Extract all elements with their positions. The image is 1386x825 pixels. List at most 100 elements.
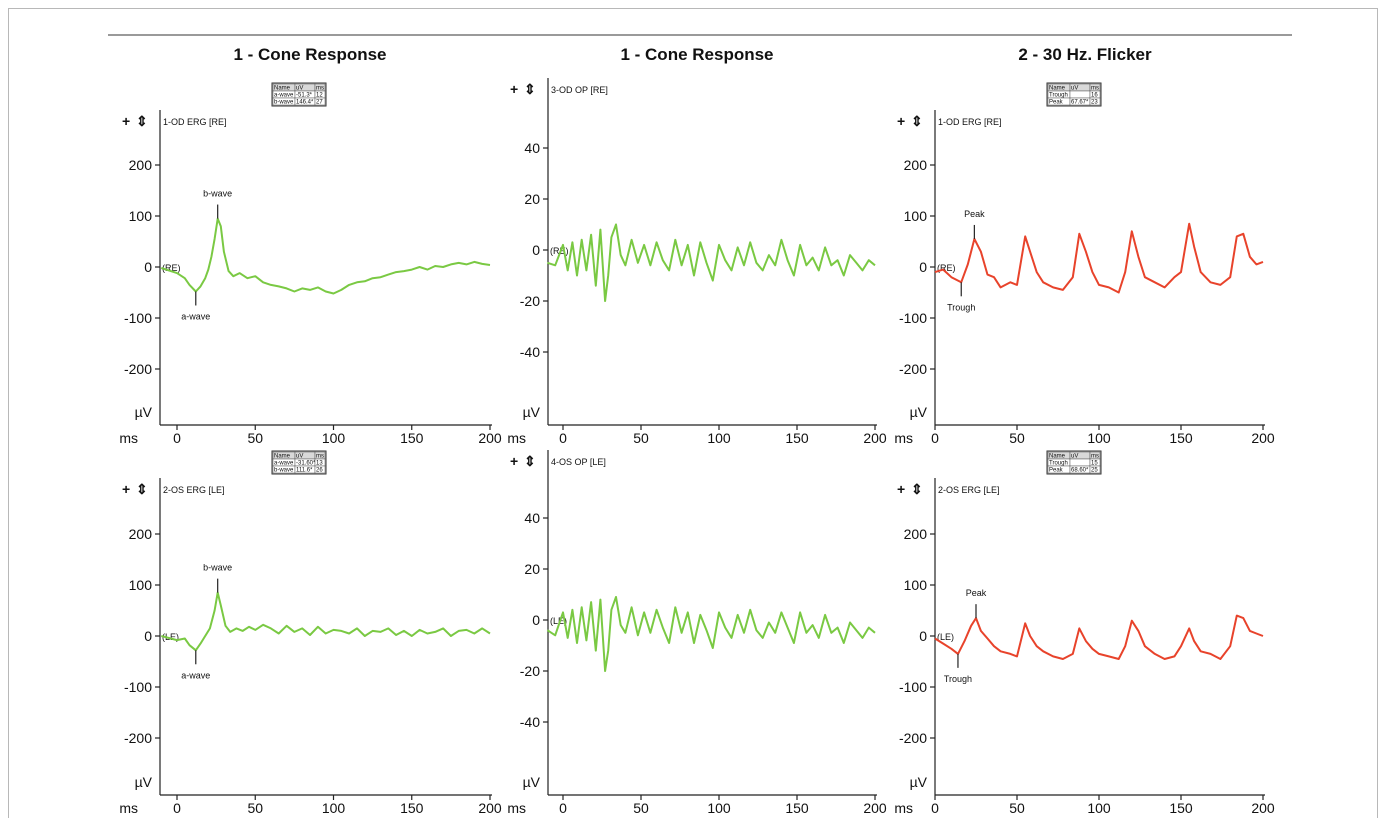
x-tick-label: 150 <box>1169 430 1193 446</box>
result-table: Name uV ms Trough 16 Peak 67.67* 23 <box>1046 82 1102 107</box>
trace-line <box>161 591 491 652</box>
plus-icon[interactable]: + <box>510 453 518 469</box>
x-tick-label: 50 <box>633 800 649 816</box>
y-tick-label: -200 <box>899 730 927 746</box>
y-tick-label: -200 <box>124 730 152 746</box>
eye-label: (RE) <box>937 263 956 273</box>
y-tick-label: 100 <box>129 208 153 224</box>
y-tick-label: 0 <box>144 628 152 644</box>
column-title-2: 1 - Cone Response <box>620 45 773 64</box>
result-table-cell: 146.4* <box>296 100 314 106</box>
result-table-cell: ms <box>316 454 324 460</box>
y-axis-label: µV <box>523 404 541 420</box>
result-table-cell: 23 <box>1091 100 1098 106</box>
x-axis-label: ms <box>894 800 913 816</box>
x-axis-label: ms <box>507 430 526 446</box>
result-table-cell: a-wave <box>274 93 294 99</box>
channel-label: 2-OS ERG [LE] <box>938 485 1000 495</box>
y-tick-label: 20 <box>524 191 540 207</box>
x-tick-label: 100 <box>322 430 346 446</box>
result-table-cell: a-wave <box>274 461 294 467</box>
marker-label: Peak <box>964 209 985 219</box>
trace-line <box>546 596 876 672</box>
trace-line <box>547 223 876 302</box>
y-tick-label: 0 <box>919 628 927 644</box>
result-table-cell: Name <box>274 86 291 92</box>
result-table-cell: 26 <box>316 468 323 474</box>
marker-label: b-wave <box>203 563 232 573</box>
result-table-cell: b-wave <box>274 100 294 106</box>
channel-label: 1-OD ERG [RE] <box>163 117 227 127</box>
y-tick-label: -20 <box>520 293 540 309</box>
result-table-cell: uV <box>1071 86 1078 92</box>
result-table-cell: 25 <box>1091 468 1098 474</box>
result-table: Name uV ms a-wave -51.3* 12 b-wave 146.4* 27 <box>271 82 327 107</box>
result-table-cell: -31.60* <box>296 461 316 467</box>
sync-icon[interactable]: ⇕ <box>524 81 536 97</box>
sync-icon[interactable]: ⇕ <box>911 113 923 129</box>
plus-icon[interactable]: + <box>122 481 130 497</box>
y-tick-label: -200 <box>124 361 152 377</box>
marker-label: b-wave <box>203 189 232 199</box>
marker-label: Peak <box>966 588 987 598</box>
result-table-cell: 16 <box>1091 93 1098 99</box>
sync-icon[interactable]: ⇕ <box>136 481 148 497</box>
y-tick-label: 0 <box>919 259 927 275</box>
y-tick-label: 100 <box>904 208 928 224</box>
y-tick-label: 20 <box>524 561 540 577</box>
y-tick-label: 100 <box>904 577 928 593</box>
x-tick-label: 150 <box>1169 800 1193 816</box>
eye-label: (RE) <box>550 246 569 256</box>
result-table-cell: uV <box>296 86 303 92</box>
sync-icon[interactable]: ⇕ <box>136 113 148 129</box>
panel-1: 200 100 0 -100 -200 µV 0 50 100 150 200 ms + ⇕ 1-OD ER… <box>119 82 502 446</box>
sync-icon[interactable]: ⇕ <box>524 453 536 469</box>
marker-label: a-wave <box>181 670 210 680</box>
y-tick-label: -100 <box>124 310 152 326</box>
result-table-cell: 111.6* <box>296 468 313 474</box>
result-table-cell: Name <box>1049 454 1066 460</box>
result-table-cell: -51.3* <box>296 93 313 99</box>
y-axis-label: µV <box>523 774 541 790</box>
x-tick-label: 50 <box>633 430 649 446</box>
marker-label: Trough <box>944 674 972 684</box>
x-tick-label: 0 <box>559 800 567 816</box>
plus-icon[interactable]: + <box>897 113 905 129</box>
y-axis-label: µV <box>910 404 928 420</box>
x-tick-label: 100 <box>322 800 346 816</box>
x-tick-label: 0 <box>173 800 181 816</box>
x-tick-label: 50 <box>247 800 263 816</box>
plus-icon[interactable]: + <box>510 81 518 97</box>
result-table-cell: Name <box>1049 86 1066 92</box>
result-table: Name uV ms a-wave -31.60* 13 b-wave 111.6* 26 <box>271 450 327 475</box>
eye-label: (LE) <box>162 632 179 642</box>
result-table-cell: b-wave <box>274 468 294 474</box>
x-tick-label: 150 <box>785 430 809 446</box>
y-tick-label: -200 <box>899 361 927 377</box>
eye-label: (RE) <box>162 263 181 273</box>
column-title-3: 2 - 30 Hz. Flicker <box>1018 45 1152 64</box>
x-tick-label: 50 <box>1009 800 1025 816</box>
result-table-cell: ms <box>1091 454 1099 460</box>
plus-icon[interactable]: + <box>897 481 905 497</box>
marker-label: a-wave <box>181 311 210 321</box>
result-table-cell: 27 <box>316 100 323 106</box>
plus-icon[interactable]: + <box>122 113 130 129</box>
trace-line <box>934 614 1264 660</box>
x-tick-label: 0 <box>931 800 939 816</box>
y-tick-label: 40 <box>524 510 540 526</box>
x-axis-label: ms <box>119 430 138 446</box>
result-table-cell: Trough <box>1049 461 1068 467</box>
y-axis-label: µV <box>135 774 153 790</box>
x-tick-label: 0 <box>559 430 567 446</box>
y-tick-label: -100 <box>899 310 927 326</box>
x-tick-label: 200 <box>478 430 502 446</box>
result-table-cell: Peak <box>1049 100 1064 106</box>
x-tick-label: 200 <box>1251 800 1275 816</box>
trace-line <box>934 222 1264 294</box>
sync-icon[interactable]: ⇕ <box>911 481 923 497</box>
x-tick-label: 200 <box>863 800 887 816</box>
